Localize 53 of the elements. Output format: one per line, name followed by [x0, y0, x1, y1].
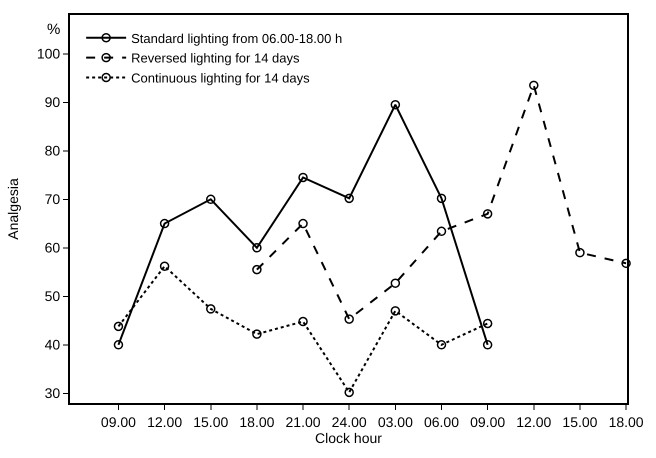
- y-tick-label: 90: [44, 94, 60, 110]
- y-axis-title: Analgesia: [4, 178, 21, 240]
- point: [482, 318, 492, 328]
- point: [160, 218, 170, 228]
- y-tick-label: 30: [44, 385, 60, 402]
- x-tick-label: 12.00: [516, 414, 552, 430]
- y-tick-label: 70: [44, 191, 60, 208]
- point: [252, 243, 262, 253]
- x-tick-label: 03.00: [378, 414, 414, 430]
- x-tick-label: 18.00: [608, 414, 644, 430]
- point: [482, 209, 492, 219]
- x-tick-label: 18.00: [239, 414, 275, 430]
- point: [298, 218, 308, 228]
- x-tick-label: 09.00: [470, 414, 506, 430]
- point: [575, 248, 585, 258]
- point: [160, 261, 170, 271]
- x-tick-label: 09.00: [100, 414, 136, 430]
- x-tick-label: 24.00: [332, 414, 367, 430]
- y-tick-label: 50: [44, 288, 60, 304]
- x-tick-label: 12.00: [147, 414, 182, 430]
- legend-label: Continuous lighting for 14 days: [131, 70, 310, 86]
- point: [344, 194, 354, 204]
- legend-label: Reversed lighting for 14 days: [131, 50, 300, 66]
- point: [206, 194, 216, 204]
- point: [529, 80, 539, 90]
- point: [298, 316, 308, 326]
- x-axis-title: Clock hour: [315, 430, 382, 446]
- x-tick-label: 15.00: [193, 414, 228, 430]
- point: [114, 340, 124, 350]
- point: [114, 322, 124, 332]
- point: [252, 329, 262, 339]
- point: [436, 340, 446, 350]
- legend-label: Standard lighting from 06.00-18.00 h: [131, 30, 342, 46]
- x-tick-label: 15.00: [562, 414, 598, 430]
- x-tick-label: 06.00: [424, 414, 460, 430]
- point: [344, 314, 354, 324]
- point: [436, 194, 446, 204]
- y-tick-label: 40: [44, 336, 60, 353]
- x-tick-label: 21.00: [286, 414, 321, 430]
- y-tick-label: 100: [36, 46, 60, 62]
- point: [298, 172, 308, 182]
- point: [252, 264, 262, 274]
- point: [390, 278, 400, 288]
- y-tick-label: 80: [44, 142, 60, 159]
- point: [390, 306, 400, 316]
- point: [436, 226, 446, 236]
- point: [390, 100, 400, 110]
- point: [482, 340, 492, 350]
- y-tick-label: 60: [44, 240, 60, 256]
- text: %: [47, 21, 60, 38]
- point: [344, 388, 354, 398]
- point: [206, 304, 216, 314]
- point: [621, 258, 631, 268]
